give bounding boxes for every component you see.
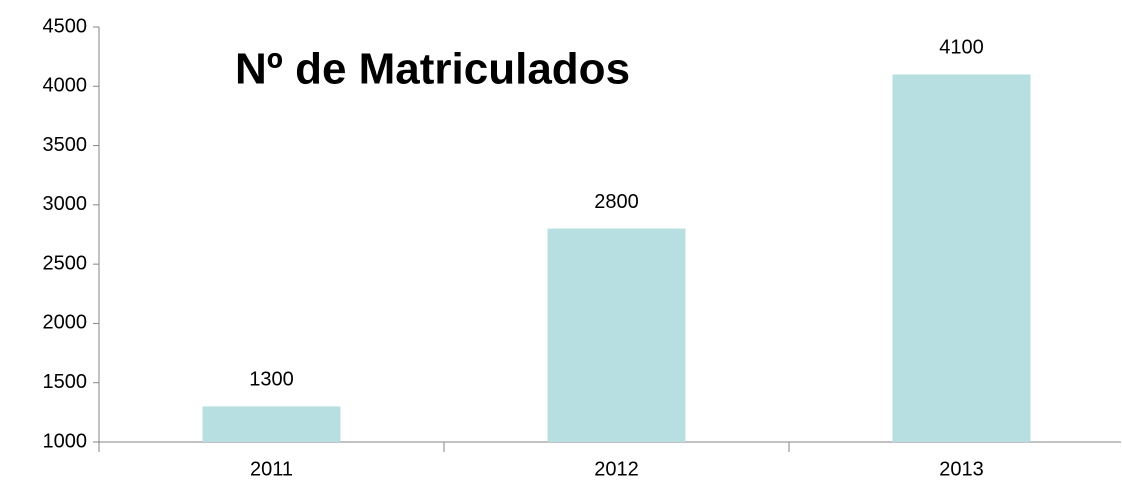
y-tick-label: 1500 — [43, 371, 88, 393]
y-tick-label: 2000 — [43, 312, 88, 334]
y-tick-label: 3500 — [43, 134, 88, 156]
x-tick-label: 2012 — [594, 458, 639, 480]
data-label: 4100 — [939, 37, 984, 59]
x-tick-label: 2011 — [250, 458, 293, 480]
bar — [892, 74, 1031, 442]
data-label: 1300 — [249, 369, 294, 391]
bar — [202, 406, 341, 442]
chart-title: Nº de Matriculados — [235, 45, 630, 94]
data-label: 2800 — [594, 191, 639, 213]
y-tick-label: 3000 — [43, 193, 88, 215]
y-tick-label: 4500 — [43, 15, 88, 37]
y-tick-label: 4000 — [43, 75, 88, 97]
x-tick-label: 2013 — [939, 458, 984, 480]
y-tick-label: 2500 — [43, 252, 88, 274]
bar — [547, 228, 686, 442]
y-tick-label: 1000 — [43, 430, 88, 452]
